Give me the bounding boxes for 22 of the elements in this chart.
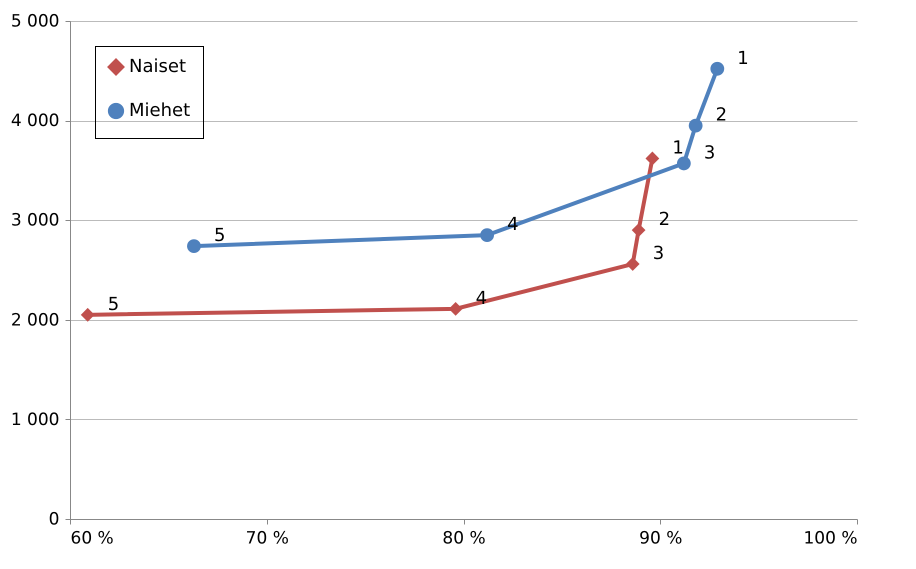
x-tick-label: 90 %: [639, 528, 682, 548]
legend-label: Naiset: [129, 56, 186, 77]
x-tick-label: 70 %: [246, 528, 289, 548]
annotation: 2: [658, 209, 670, 230]
annotation: 3: [704, 142, 716, 164]
x-tick-label: 100 %: [803, 528, 858, 548]
annotation: 2: [716, 104, 728, 126]
y-tick-label: 5 000: [10, 12, 60, 32]
x-tick-label: 60 %: [70, 528, 114, 548]
y-tick-label: 1 000: [10, 410, 60, 430]
y-tick-label: 2 000: [10, 310, 60, 330]
legend-label: Miehet: [129, 100, 190, 121]
y-tick-label: 0: [48, 510, 60, 530]
y-tick-label: 3 000: [10, 210, 60, 231]
annotation: 5: [108, 294, 120, 315]
annotation: 5: [214, 225, 226, 246]
x-tick-label: 80 %: [442, 528, 486, 548]
annotation: 4: [507, 214, 519, 236]
annotation: 1: [672, 137, 684, 158]
annotation: 3: [652, 243, 664, 264]
y-tick-label: 4 000: [10, 111, 60, 132]
annotation: 1: [737, 48, 749, 69]
